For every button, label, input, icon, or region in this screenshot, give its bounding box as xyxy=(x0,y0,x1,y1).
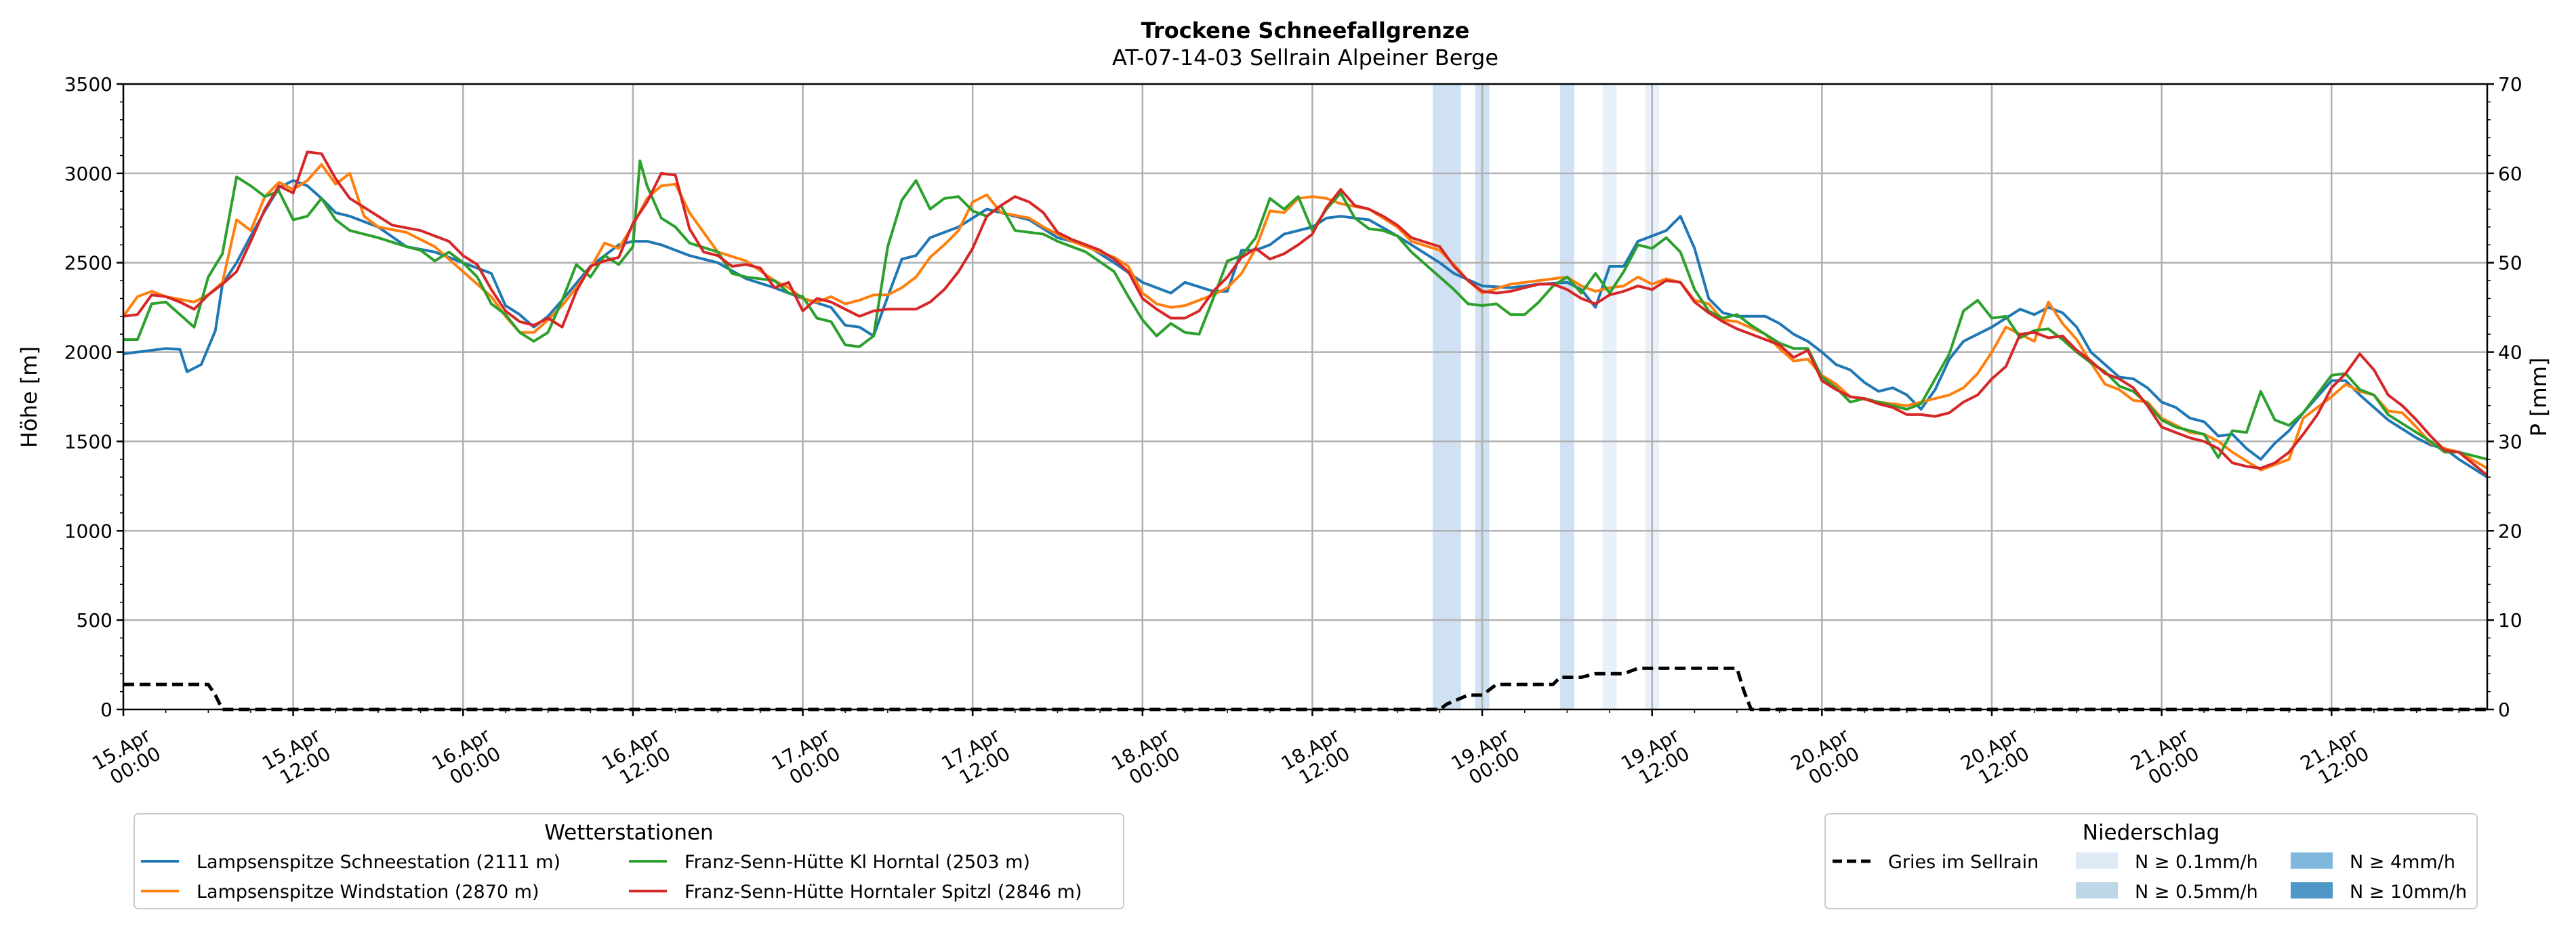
series-line-lampsenspitze-windstation-2870-m xyxy=(122,163,2488,472)
legend-label-n-0-1: N ≥ 0.1mm/h xyxy=(2135,852,2258,873)
legend-label-franz-senn-horntaler-spitzl: Franz-Senn-Hütte Horntaler Spitzl (2846 … xyxy=(684,882,1082,903)
precip-band-0 xyxy=(1432,84,1461,709)
y-tick-label-left-5: 2500 xyxy=(64,252,113,274)
legend-label-n-10: N ≥ 10mm/h xyxy=(2350,882,2467,903)
legend-label-lampsenspitze-schneestation: Lampsenspitze Schneestation (2111 m) xyxy=(197,852,560,873)
y-tick-label-right-2: 20 xyxy=(2498,520,2522,542)
y-axis-label-left: Höhe [m] xyxy=(16,346,42,448)
legend-label-franz-senn-kl-horntal: Franz-Senn-Hütte Kl Horntal (2503 m) xyxy=(684,852,1030,873)
legend-stations-title: Wetterstationen xyxy=(544,821,713,845)
y-tick-label-right-7: 70 xyxy=(2498,73,2522,96)
y-tick-label-left-3: 1500 xyxy=(64,430,113,453)
legend-label-n-4: N ≥ 4mm/h xyxy=(2350,852,2455,873)
legend-swatch-n-10 xyxy=(2291,882,2333,899)
precip-band-3 xyxy=(1602,84,1617,709)
legend-precipitation-title: Niederschlag xyxy=(2083,821,2220,845)
y-tick-label-left-2: 1000 xyxy=(64,520,113,542)
y-tick-label-right-0: 0 xyxy=(2498,699,2510,721)
y-tick-label-right-3: 30 xyxy=(2498,430,2522,453)
y-tick-label-left-7: 3500 xyxy=(64,73,113,96)
legend-swatch-n-0-1 xyxy=(2076,852,2118,869)
y-tick-label-right-4: 40 xyxy=(2498,342,2522,364)
y-tick-label-left-0: 0 xyxy=(100,699,113,721)
legend-swatch-n-0-5 xyxy=(2076,882,2118,899)
y-tick-label-left-6: 3000 xyxy=(64,163,113,185)
chart-title: Trockene Schneefallgrenze xyxy=(1141,18,1470,43)
y-tick-label-right-6: 60 xyxy=(2498,163,2522,185)
chart-subtitle: AT-07-14-03 Sellrain Alpeiner Berge xyxy=(1112,45,1498,70)
series-line-lampsenspitze-schneestation-2111-m xyxy=(123,179,2489,478)
y-tick-label-left-4: 2000 xyxy=(64,342,113,364)
y-axis-label-right: P [mm] xyxy=(2526,358,2552,437)
legend-label-lampsenspitze-windstation: Lampsenspitze Windstation (2870 m) xyxy=(197,882,539,903)
legend-precipitation: Niederschlag Gries im Sellrain N ≥ 0.1mm… xyxy=(1824,813,2478,909)
precip-band-2 xyxy=(1559,84,1574,709)
y-tick-label-left-1: 500 xyxy=(77,609,113,632)
legend-label-n-0-5: N ≥ 0.5mm/h xyxy=(2135,882,2258,903)
plot-frame xyxy=(122,83,2489,711)
y-tick-label-right-1: 10 xyxy=(2498,609,2522,632)
legend-stations: Wetterstationen Lampsenspitze Schneestat… xyxy=(134,813,1124,909)
x-tick-label-7: 18.Apr12:00 xyxy=(1277,724,1354,793)
y-tick-label-right-5: 50 xyxy=(2498,252,2522,274)
series-line-franz-senn-h-tte-horntaler-spitzl-2846-m xyxy=(123,150,2489,477)
grid-lines xyxy=(123,84,2487,709)
series-line-franz-senn-h-tte-kl-horntal-2503-m xyxy=(123,159,2488,461)
legend-label-gries-im-sellrain: Gries im Sellrain xyxy=(1888,852,2039,873)
legend-swatch-n-4 xyxy=(2291,852,2333,869)
